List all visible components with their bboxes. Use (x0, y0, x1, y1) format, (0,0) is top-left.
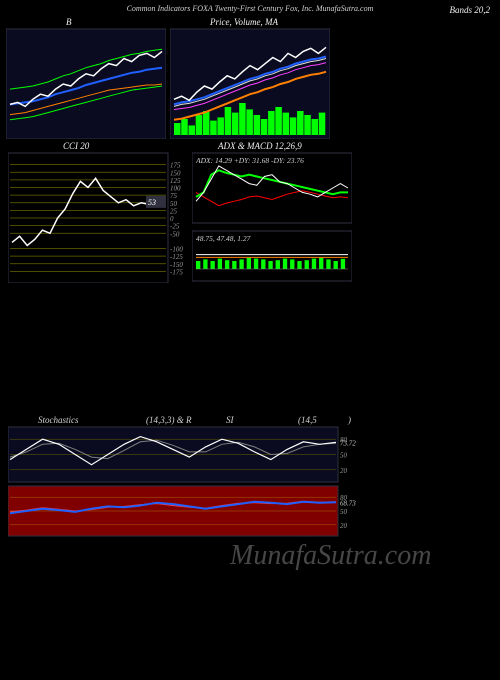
svg-text:53: 53 (148, 198, 156, 207)
stoch-panel: Stochastics(14,3,3) & RSI(14,5)80502073.… (8, 415, 360, 539)
svg-text:50: 50 (340, 508, 348, 516)
svg-text:48.75, 47.48, 1.27: 48.75, 47.48, 1.27 (196, 234, 251, 243)
svg-text:(14,3,3) & R: (14,3,3) & R (146, 415, 192, 425)
svg-text:Price, Volume, MA: Price, Volume, MA (209, 17, 278, 27)
row-2: CCI 201751501251007550250-25-50-100-125-… (0, 141, 500, 283)
row-3: Stochastics(14,3,3) & RSI(14,5)80502073.… (0, 415, 500, 539)
watermark: MunafaSutra.com (230, 540, 431, 572)
extra-panel: Bands 20,2 (334, 17, 494, 139)
svg-text:B: B (66, 17, 72, 27)
bbands-title-extra: Bands 20,2 (450, 5, 491, 15)
price-panel: Price, Volume, MA (170, 17, 330, 139)
svg-text:): ) (347, 415, 351, 425)
svg-text:-50: -50 (170, 230, 180, 238)
stoch-chart: Stochastics(14,3,3) & RSI(14,5)80502073.… (8, 415, 360, 539)
cci-chart: CCI 201751501251007550250-25-50-100-125-… (8, 141, 188, 283)
svg-text:SI: SI (226, 415, 235, 425)
svg-text:20: 20 (340, 522, 348, 530)
svg-text:68.73: 68.73 (340, 499, 356, 507)
bbands-chart: B (6, 17, 166, 139)
svg-text:-175: -175 (170, 268, 183, 276)
svg-text:73.72: 73.72 (340, 439, 356, 447)
cci-panel: CCI 201751501251007550250-25-50-100-125-… (8, 141, 188, 283)
spacer (0, 285, 500, 415)
svg-text:20: 20 (340, 467, 348, 475)
svg-text:(14,5: (14,5 (298, 415, 317, 425)
svg-text:ADX & MACD 12,26,9: ADX & MACD 12,26,9 (217, 141, 302, 151)
bbands-panel: B (6, 17, 166, 139)
svg-text:ADX: 14.29 +DY: 31.68 -DY: 23.: ADX: 14.29 +DY: 31.68 -DY: 23.76 (195, 156, 304, 165)
svg-text:50: 50 (340, 452, 348, 460)
adx-chart: ADX & MACD 12,26,9 ADX: 14.29 +DY: 31.68 … (192, 141, 352, 283)
svg-text:Stochastics: Stochastics (38, 415, 79, 425)
price-chart: Price, Volume, MA (170, 17, 330, 139)
svg-text:CCI 20: CCI 20 (63, 141, 90, 151)
adx-panel: ADX & MACD 12,26,9 ADX: 14.29 +DY: 31.68 … (192, 141, 352, 283)
row-1: B Price, Volume, MA Bands 20,2 (0, 17, 500, 139)
page-header: Common Indicators FOXA Twenty-First Cent… (0, 0, 500, 17)
